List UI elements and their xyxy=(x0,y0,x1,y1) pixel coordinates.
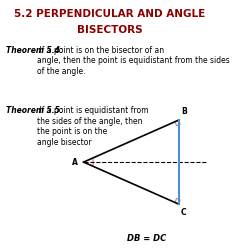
Text: If a point is on the bisector of an
angle, then the point is equidistant from th: If a point is on the bisector of an angl… xyxy=(37,46,230,76)
Text: Theorem 5.5:: Theorem 5.5: xyxy=(6,106,62,116)
Text: BISECTORS: BISECTORS xyxy=(77,25,142,35)
Text: A: A xyxy=(72,158,78,166)
Text: DB = DC: DB = DC xyxy=(127,234,166,243)
Text: 5.2 PERPENDICULAR AND ANGLE: 5.2 PERPENDICULAR AND ANGLE xyxy=(14,9,205,19)
Text: If a point is equidistant from
the sides of the angle, then
the point is on the
: If a point is equidistant from the sides… xyxy=(37,106,148,147)
Text: Theorem 5.4:: Theorem 5.4: xyxy=(6,46,62,55)
Text: C: C xyxy=(181,208,186,217)
Text: B: B xyxy=(181,107,187,116)
